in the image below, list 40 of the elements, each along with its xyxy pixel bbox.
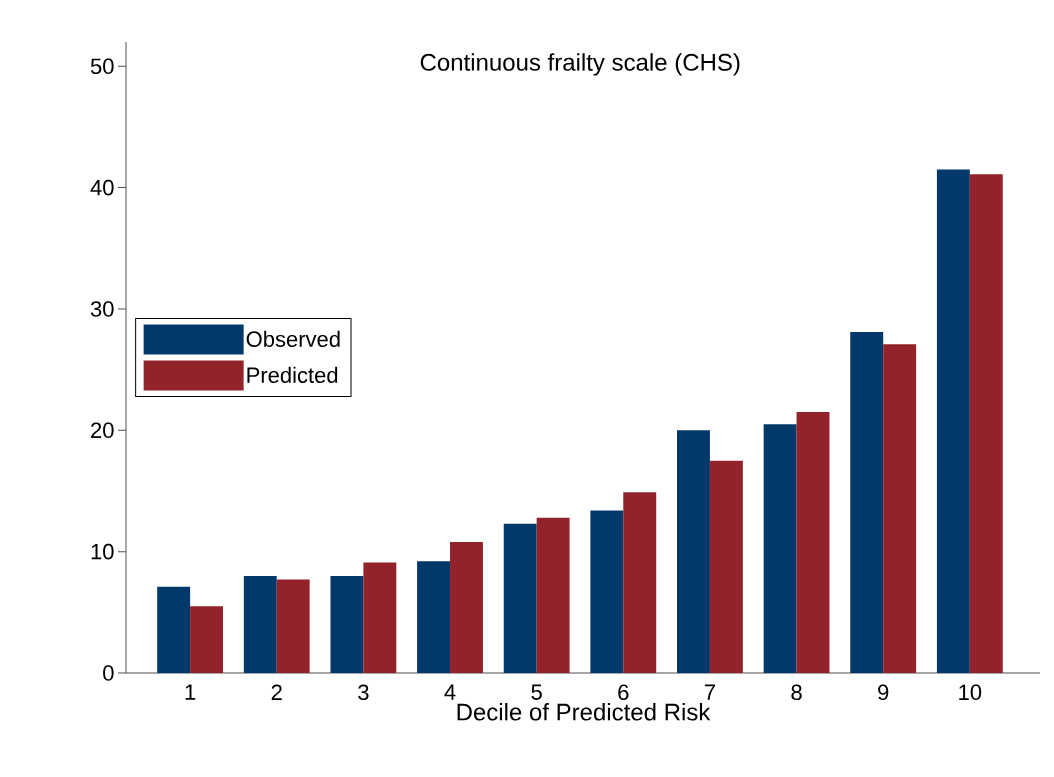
bar — [417, 561, 451, 673]
y-tick-label: 0 — [103, 665, 114, 681]
y-tick-label: 10 — [91, 543, 114, 560]
legend-label: Observed — [246, 330, 340, 347]
y-tick-label: 50 — [90, 58, 114, 75]
bar — [190, 606, 224, 673]
bar — [450, 541, 483, 673]
bar — [363, 562, 397, 673]
bar — [709, 460, 743, 673]
x-tick-label: 2 — [271, 684, 282, 700]
x-tick-label: 3 — [358, 684, 369, 701]
x-tick-label: 1 — [185, 684, 196, 700]
x-tick-label: 10 — [959, 684, 982, 701]
y-tick-label: 30 — [90, 301, 114, 317]
bar — [330, 575, 364, 673]
bar — [536, 517, 570, 673]
bar — [276, 579, 310, 673]
bar — [590, 510, 624, 673]
bar — [763, 424, 797, 673]
bar — [157, 586, 191, 673]
x-tick-label: 5 — [531, 684, 542, 700]
bar — [677, 430, 710, 673]
bar — [623, 492, 657, 673]
x-tick-label: 8 — [791, 684, 802, 701]
bar — [243, 575, 277, 673]
x-axis-title: Decile of Predicted Risk — [457, 702, 711, 721]
chart-title: Continuous frailty scale (CHS) — [420, 53, 740, 76]
x-tick-label: 7 — [704, 684, 715, 700]
legend-label: Predicted — [247, 366, 338, 383]
bar — [503, 523, 537, 673]
y-tick-label: 20 — [91, 422, 114, 439]
x-tick-label: 4 — [444, 684, 456, 700]
bar — [796, 412, 830, 673]
bar — [850, 332, 884, 673]
bar — [883, 344, 917, 673]
bar — [969, 174, 1003, 673]
bar — [936, 169, 970, 673]
x-tick-label: 9 — [878, 684, 889, 701]
x-tick-label: 6 — [618, 684, 629, 701]
y-tick-label: 40 — [90, 179, 114, 196]
